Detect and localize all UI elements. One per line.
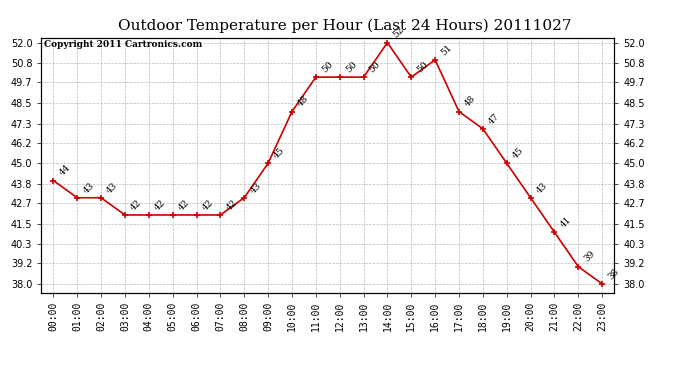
Text: 42: 42 — [201, 198, 215, 212]
Text: 45: 45 — [511, 146, 526, 160]
Text: 47: 47 — [487, 111, 502, 126]
Text: 42: 42 — [224, 198, 239, 212]
Text: 38: 38 — [607, 267, 621, 281]
Text: 41: 41 — [559, 215, 573, 229]
Text: Copyright 2011 Cartronics.com: Copyright 2011 Cartronics.com — [44, 40, 202, 49]
Text: 51: 51 — [440, 42, 454, 57]
Text: 42: 42 — [153, 198, 168, 212]
Text: 50: 50 — [320, 60, 335, 74]
Text: 50: 50 — [368, 60, 382, 74]
Text: 42: 42 — [129, 198, 144, 212]
Text: 43: 43 — [81, 180, 96, 195]
Text: Outdoor Temperature per Hour (Last 24 Hours) 20111027: Outdoor Temperature per Hour (Last 24 Ho… — [118, 19, 572, 33]
Text: 50: 50 — [415, 60, 430, 74]
Text: 43: 43 — [248, 180, 263, 195]
Text: 48: 48 — [296, 94, 310, 109]
Text: 39: 39 — [582, 249, 597, 264]
Text: 43: 43 — [105, 180, 119, 195]
Text: 45: 45 — [273, 146, 287, 160]
Text: 42: 42 — [177, 198, 191, 212]
Text: 44: 44 — [57, 163, 72, 178]
Text: 50: 50 — [344, 60, 358, 74]
Text: 52: 52 — [391, 26, 406, 40]
Text: 48: 48 — [463, 94, 477, 109]
Text: 43: 43 — [535, 180, 549, 195]
